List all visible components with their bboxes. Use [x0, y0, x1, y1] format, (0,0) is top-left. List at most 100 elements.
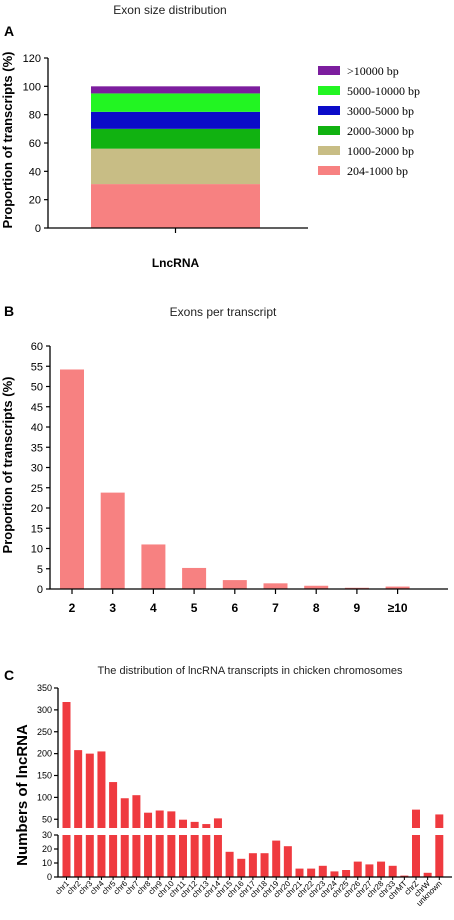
panel-c-x-categories: chr1chr2chr3chr4chr5chr6chr7chr8chr9chr1… — [54, 879, 444, 908]
panel-a-y-tick-label: 80 — [29, 110, 41, 122]
panel-b-bar — [222, 580, 247, 589]
panel-c-bar-lower — [412, 835, 420, 877]
panel-c-bar-lower — [62, 835, 71, 877]
panel-b-x-category-label: 5 — [191, 601, 198, 615]
panel-c-bar-lower — [307, 868, 316, 877]
panel-c-bar-upper — [179, 819, 187, 828]
panel-a-legend-swatch — [318, 146, 340, 155]
panel-b-y-tick-label: 15 — [31, 523, 43, 535]
panel-b-x-categories: 2 3 4 5 6 7 8 9 ≥10 — [69, 601, 408, 615]
panel-c-lower-tick-label: 20 — [42, 844, 52, 854]
panel-c-letter: C — [4, 667, 14, 683]
panel-a-legend-label: 3000-5000 bp — [347, 104, 414, 118]
panel-c: C The distribution of lncRNA transcripts… — [4, 665, 452, 908]
panel-c-upper-tick-label: 100 — [37, 792, 52, 802]
panel-a-y-tick-label: 20 — [29, 195, 41, 207]
panel-c-bar-lower — [179, 835, 187, 877]
panel-c-lower-tick-label: 10 — [42, 858, 52, 868]
panel-c-bar-upper — [213, 818, 222, 828]
panel-c-bar-lower — [167, 835, 176, 877]
panel-c-bar-upper — [109, 782, 118, 828]
panel-c-bar-lower — [97, 835, 106, 877]
panel-b-x-category-label: 3 — [109, 601, 116, 615]
panel-c-upper-tick-label: 200 — [37, 749, 52, 759]
panel-c-bar-lower — [144, 835, 153, 877]
panel-b: Exons per transcript B Proportion of tra… — [0, 303, 448, 615]
panel-c-bar-lower — [260, 853, 269, 877]
panel-b-x-category-label: 7 — [272, 601, 279, 615]
panel-c-upper-tick-label: 250 — [37, 727, 52, 737]
panel-c-bar-lower — [155, 835, 164, 877]
panel-c-upper-tick-label: 150 — [37, 771, 52, 781]
panel-b-y-tick-label: 55 — [31, 361, 43, 373]
panel-c-bar-lower — [237, 858, 246, 877]
panel-b-y-tick-label: 40 — [31, 422, 43, 434]
panel-c-bar-lower — [365, 864, 374, 877]
panel-b-bar — [263, 583, 288, 589]
panel-c-ylabel: Numbers of lncRNA — [14, 724, 31, 866]
panel-b-y-tick-label: 35 — [31, 442, 43, 454]
panel-c-bar-lower — [272, 840, 281, 877]
panel-b-x-category-label: 6 — [231, 601, 238, 615]
panel-a-legend-label: 1000-2000 bp — [347, 144, 414, 158]
panel-b-y-ticks: 0 5 10 15 20 25 30 35 40 45 50 55 60 — [31, 341, 50, 596]
panel-a-y-tick-label: 100 — [23, 81, 41, 93]
panel-a-x-categories: LncRNA — [152, 256, 200, 270]
panel-b-y-tick-label: 60 — [31, 341, 43, 353]
panel-a-y-ticks: 0 20 40 60 80 100 120 — [23, 53, 48, 235]
panel-b-x-category-label: 9 — [354, 601, 361, 615]
panel-c-bar-lower — [377, 861, 386, 877]
panel-c-bar-lower — [423, 872, 432, 877]
panel-c-bar-lower — [353, 861, 362, 877]
panel-a-legend-swatch — [318, 66, 340, 75]
panel-c-lower-tick-label: 0 — [47, 872, 52, 882]
panel-b-axes — [49, 346, 448, 590]
panel-b-x-category-label: 8 — [313, 601, 320, 615]
panel-a-y-tick-label: 120 — [23, 53, 41, 65]
panel-b-x-category-label: ≥10 — [388, 601, 408, 615]
panel-b-x-category-label: 2 — [69, 601, 76, 615]
panel-c-upper-tick-label: 350 — [37, 683, 52, 693]
panel-c-bar-lower — [318, 865, 327, 877]
panel-b-y-tick-label: 10 — [31, 544, 43, 556]
panel-c-bar-lower — [74, 835, 83, 877]
panel-a-legend-label: 2000-3000 bp — [347, 124, 414, 138]
panel-c-bar-lower — [225, 851, 234, 877]
panel-c-bar-upper — [85, 753, 94, 828]
panel-c-lower-axis — [57, 835, 452, 878]
panel-c-bar-upper — [202, 824, 211, 828]
panel-c-bar-lower — [283, 846, 292, 877]
panel-a-y-tick-label: 0 — [35, 223, 41, 235]
panel-c-bar-upper — [412, 809, 420, 828]
panel-b-bar — [182, 567, 207, 589]
panel-a-bar-segment — [91, 86, 260, 94]
panel-c-bar-lower — [202, 835, 211, 877]
panel-a-bar-segment — [91, 93, 260, 112]
panel-a-y-tick-label: 60 — [29, 138, 41, 150]
panel-b-y-tick-label: 20 — [31, 503, 43, 515]
panel-a-legend-label: 204-1000 bp — [347, 164, 408, 178]
panel-c-title: The distribution of lncRNA transcripts i… — [97, 665, 403, 677]
panel-c-bar-upper — [132, 795, 141, 828]
panel-c-bar-lower — [330, 871, 339, 877]
panel-a-bar-segment — [91, 111, 260, 129]
panel-b-title: Exons per transcript — [170, 305, 277, 319]
panel-c-bar-upper — [120, 798, 129, 828]
panel-a-legend-swatch — [318, 166, 340, 175]
panel-c-bar-lower — [85, 835, 94, 877]
panel-b-bars — [60, 369, 410, 594]
panel-a-legend-swatch — [318, 126, 340, 135]
panel-c-bar-upper — [435, 814, 444, 828]
panel-b-y-tick-label: 0 — [37, 584, 43, 596]
panel-a-legend-swatch — [318, 106, 340, 115]
panel-b-bar — [385, 586, 410, 589]
panel-c-bar-lower — [342, 870, 351, 877]
panel-b-bar — [304, 585, 329, 589]
panel-b-y-tick-label: 5 — [37, 564, 43, 576]
panel-b-y-tick-label: 30 — [31, 463, 43, 475]
panel-c-upper-tick-label: 300 — [37, 705, 52, 715]
panel-a-letter: A — [4, 23, 14, 39]
panel-c-bars — [62, 702, 444, 880]
panel-c-bar-lower — [190, 835, 199, 877]
